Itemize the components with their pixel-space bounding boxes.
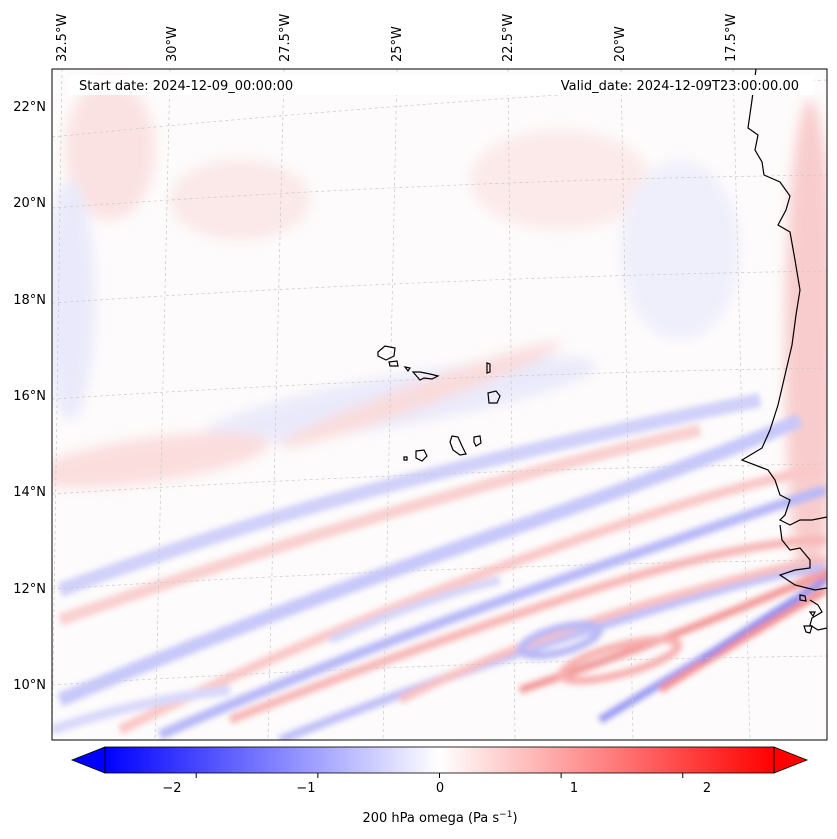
island-boa-vista — [487, 390, 501, 404]
island-santa-luzia — [403, 366, 411, 373]
island-santo-antao — [377, 345, 396, 361]
header-strip — [69, 75, 814, 95]
colorbar: −2 −1 0 1 2 200 hPa omega (Pa s−1) — [70, 746, 809, 826]
island-sal — [486, 362, 491, 374]
valid-date-label: Valid_date: 2024-12-09T23:00:00.00 — [561, 79, 799, 94]
island-sao-vicente — [388, 360, 399, 367]
africa-coastline — [740, 69, 827, 591]
colorbar-tick-label: −1 — [296, 781, 315, 796]
island-fogo — [415, 449, 428, 462]
start-date-label: Start date: 2024-12-09_00:00:00 — [79, 79, 293, 94]
island-brava — [403, 456, 408, 461]
lon-label: 22.5°W — [501, 14, 516, 62]
colorbar-tick-label: 0 — [436, 781, 444, 796]
lat-label: 18°N — [13, 293, 46, 308]
lon-label: 30°W — [165, 26, 180, 62]
lat-label: 10°N — [13, 678, 46, 693]
longitude-labels: 32.5°W 30°W 27.5°W 25°W 22.5°W 20°W 17.5… — [55, 14, 739, 62]
colorbar-tick-label: 2 — [703, 781, 711, 796]
lat-label: 16°N — [13, 389, 46, 404]
lon-label: 32.5°W — [55, 14, 70, 62]
island-sao-nicolau — [411, 371, 440, 381]
lon-label: 27.5°W — [278, 14, 293, 62]
colorbar-max-extend — [773, 746, 809, 774]
island-santiago — [449, 435, 467, 456]
lon-label: 17.5°W — [724, 14, 739, 62]
colorbar-label: 200 hPa omega (Pa s−1) — [362, 810, 517, 826]
lon-label: 20°W — [613, 26, 628, 62]
colorbar-tick-label: 1 — [570, 781, 578, 796]
latitude-labels: 22°N 20°N 18°N 16°N 14°N 12°N 10°N — [13, 100, 46, 693]
omega-field — [52, 69, 827, 740]
lat-label: 12°N — [13, 582, 46, 597]
coastlines — [377, 69, 827, 634]
lat-label: 22°N — [13, 100, 46, 115]
africa-coastline-south — [809, 599, 827, 631]
lon-label: 25°W — [390, 26, 405, 62]
colorbar-tick-label: −2 — [162, 781, 181, 796]
island-maio — [473, 435, 482, 447]
colorbar-min-extend — [70, 746, 106, 774]
lat-label: 14°N — [13, 485, 46, 500]
map-frame — [51, 68, 828, 741]
lat-label: 20°N — [13, 196, 46, 211]
colorbar-gradient — [105, 747, 774, 773]
bissagos-islands — [799, 594, 816, 634]
